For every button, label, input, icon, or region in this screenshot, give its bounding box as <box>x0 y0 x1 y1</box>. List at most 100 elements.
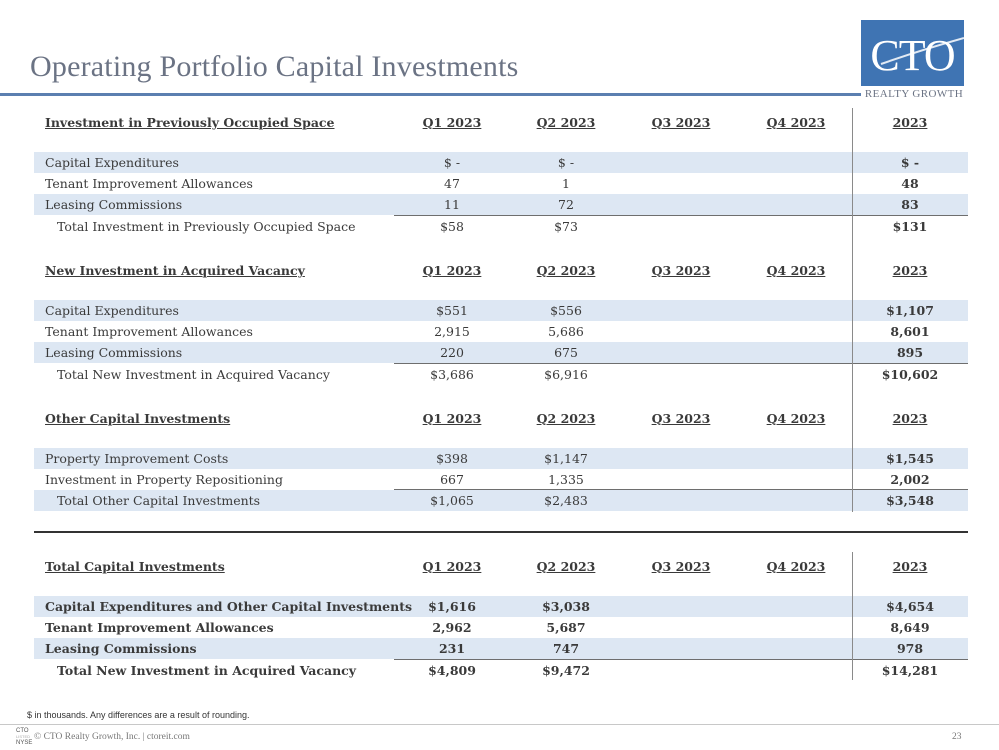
table-row: Capital Expenditures and Other Capital I… <box>34 596 968 617</box>
cell-year: 895 <box>896 345 924 360</box>
cell-year: $1,107 <box>886 303 934 318</box>
year-column-divider <box>852 552 853 680</box>
total-q2: $73 <box>554 219 578 234</box>
col-header-q1: Q1 2023 <box>422 263 482 278</box>
company-logo: CTO <box>861 20 964 86</box>
col-header-q4: Q4 2023 <box>766 263 826 278</box>
total-q1: $4,809 <box>428 663 476 678</box>
table-row: Capital Expenditures $551 $556 $1,107 <box>34 300 968 321</box>
section-heading: Total Capital Investments <box>45 559 225 574</box>
col-header-q2: Q2 2023 <box>536 115 596 130</box>
logo-mark: CTO <box>870 31 955 80</box>
cell-q2: 5,686 <box>548 324 584 339</box>
section-heading: Other Capital Investments <box>45 411 231 426</box>
table-row: Leasing Commissions 231 747 978 <box>34 638 968 659</box>
cell-q2: $1,147 <box>544 451 588 466</box>
total-label: Total New Investment in Acquired Vacancy <box>57 367 330 382</box>
row-label: Capital Expenditures and Other Capital I… <box>45 599 413 614</box>
total-label: Total Investment in Previously Occupied … <box>57 219 356 234</box>
cell-year: $ - <box>900 155 920 170</box>
total-q2: $6,916 <box>544 367 588 382</box>
col-header-q2: Q2 2023 <box>536 559 596 574</box>
row-label: Tenant Improvement Allowances <box>45 324 253 339</box>
col-header-q1: Q1 2023 <box>422 559 482 574</box>
row-label: Leasing Commissions <box>45 345 183 360</box>
cell-q2: 1 <box>562 176 570 191</box>
cell-year: $4,654 <box>886 599 934 614</box>
col-header-q3: Q3 2023 <box>651 559 711 574</box>
total-year: $10,602 <box>881 367 939 382</box>
col-header-q4: Q4 2023 <box>766 115 826 130</box>
subtotal-rule <box>394 659 968 660</box>
footer-rule <box>0 724 999 725</box>
col-header-year: 2023 <box>892 115 928 130</box>
nyse-listed-logo: CTO LISTED NYSE <box>16 728 32 746</box>
cell-year: 83 <box>901 197 919 212</box>
total-label: Total Other Capital Investments <box>57 493 261 508</box>
total-row: Total New Investment in Acquired Vacancy… <box>34 364 968 385</box>
total-row: Total New Investment in Acquired Vacancy… <box>34 660 968 681</box>
section-heading: Investment in Previously Occupied Space <box>45 115 335 130</box>
title-rule <box>0 93 862 96</box>
cell-year: 978 <box>896 641 924 656</box>
cell-q2: $3,038 <box>542 599 590 614</box>
copyright-text: © CTO Realty Growth, Inc. | ctoreit.com <box>34 732 190 742</box>
col-header-q1: Q1 2023 <box>422 411 482 426</box>
section-header-row: Other Capital Investments Q1 2023 Q2 202… <box>34 408 968 429</box>
cell-q2: 747 <box>552 641 580 656</box>
section-separator <box>34 531 968 533</box>
table-row: Tenant Improvement Allowances 2,962 5,68… <box>34 617 968 638</box>
col-header-q3: Q3 2023 <box>651 411 711 426</box>
section-header-row: New Investment in Acquired Vacancy Q1 20… <box>34 260 968 281</box>
year-column-divider <box>852 108 853 512</box>
col-header-year: 2023 <box>892 559 928 574</box>
cell-year: 2,002 <box>890 472 930 487</box>
cell-q2: 5,687 <box>546 620 586 635</box>
cell-q1: $551 <box>436 303 468 318</box>
logo-tagline: REALTY GROWTH <box>861 88 967 100</box>
logo-swoosh-icon <box>880 37 964 65</box>
section-header-row: Investment in Previously Occupied Space … <box>34 112 968 133</box>
table-row: Tenant Improvement Allowances 2,915 5,68… <box>34 321 968 342</box>
col-header-q4: Q4 2023 <box>766 559 826 574</box>
total-row: Total Investment in Previously Occupied … <box>34 216 968 237</box>
total-q2: $9,472 <box>542 663 590 678</box>
cell-q2: $ - <box>557 155 575 170</box>
row-label: Tenant Improvement Allowances <box>45 176 253 191</box>
col-header-q4: Q4 2023 <box>766 411 826 426</box>
cell-year: 8,601 <box>890 324 930 339</box>
row-label: Tenant Improvement Allowances <box>45 620 274 635</box>
cell-q1: 2,962 <box>432 620 472 635</box>
section-header-row: Total Capital Investments Q1 2023 Q2 202… <box>34 556 968 577</box>
table-row: Capital Expenditures $ - $ - $ - <box>34 152 968 173</box>
section-heading: New Investment in Acquired Vacancy <box>45 263 305 278</box>
cell-q1: $ - <box>443 155 461 170</box>
row-label: Leasing Commissions <box>45 641 197 656</box>
col-header-q2: Q2 2023 <box>536 411 596 426</box>
col-header-q3: Q3 2023 <box>651 263 711 278</box>
row-label: Capital Expenditures <box>45 155 179 170</box>
cell-q2: 1,335 <box>548 472 584 487</box>
page-number: 23 <box>952 732 962 742</box>
cell-q2: 675 <box>554 345 578 360</box>
total-q2: $2,483 <box>544 493 588 508</box>
total-row: Total Other Capital Investments $1,065 $… <box>34 490 968 511</box>
cell-q1: 231 <box>438 641 466 656</box>
cell-q1: $1,616 <box>428 599 476 614</box>
cell-year: 8,649 <box>890 620 930 635</box>
cell-q1: 11 <box>444 197 460 212</box>
subtotal-rule <box>394 215 968 216</box>
col-header-q2: Q2 2023 <box>536 263 596 278</box>
total-label: Total New Investment in Acquired Vacancy <box>57 663 357 678</box>
total-year: $3,548 <box>886 493 934 508</box>
table-row: Tenant Improvement Allowances 47 1 48 <box>34 173 968 194</box>
row-label: Leasing Commissions <box>45 197 183 212</box>
table-row: Property Improvement Costs $398 $1,147 $… <box>34 448 968 469</box>
cell-q1: 2,915 <box>434 324 470 339</box>
nyse-logo-mid: LISTED <box>16 734 31 739</box>
total-q1: $1,065 <box>430 493 474 508</box>
col-header-year: 2023 <box>892 411 928 426</box>
cell-year: $1,545 <box>886 451 934 466</box>
nyse-logo-bottom: NYSE <box>16 740 33 746</box>
table-row: Leasing Commissions 220 675 895 <box>34 342 968 363</box>
